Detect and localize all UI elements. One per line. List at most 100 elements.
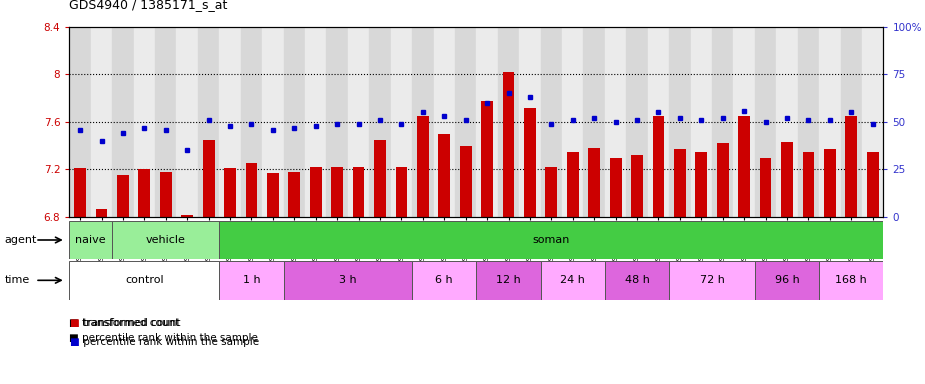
Text: transformed count: transformed count	[80, 318, 181, 328]
Bar	[540, 27, 562, 217]
Bar	[460, 146, 472, 217]
Bar	[498, 27, 519, 217]
Bar	[691, 27, 712, 217]
Bar	[540, 261, 605, 300]
Text: 12 h: 12 h	[496, 275, 521, 285]
Text: time: time	[5, 275, 30, 285]
Bar	[331, 167, 343, 217]
Bar	[327, 27, 348, 217]
Bar	[734, 27, 755, 217]
Bar	[502, 72, 514, 217]
Bar	[712, 27, 734, 217]
Bar	[219, 261, 284, 300]
Bar	[390, 27, 413, 217]
Bar	[155, 27, 177, 217]
Bar	[755, 27, 776, 217]
Bar	[776, 27, 797, 217]
Bar	[797, 27, 820, 217]
Text: ■: ■	[69, 337, 80, 347]
Text: 72 h: 72 h	[699, 275, 724, 285]
Bar	[631, 155, 643, 217]
Bar	[605, 261, 669, 300]
Bar	[562, 27, 584, 217]
Bar	[476, 27, 498, 217]
Bar	[820, 261, 883, 300]
Bar	[284, 261, 413, 300]
Text: 6 h: 6 h	[436, 275, 453, 285]
Bar	[160, 172, 172, 217]
Text: vehicle: vehicle	[146, 235, 186, 245]
Bar	[219, 27, 240, 217]
Bar	[755, 261, 820, 300]
Text: ■ transformed count: ■ transformed count	[69, 318, 179, 328]
Bar	[605, 27, 626, 217]
Bar	[717, 143, 729, 217]
Bar	[112, 27, 133, 217]
Bar	[759, 157, 771, 217]
Bar	[824, 149, 835, 217]
Bar	[348, 27, 369, 217]
Text: naive: naive	[76, 235, 106, 245]
Bar	[803, 152, 814, 217]
Bar	[845, 116, 857, 217]
Bar	[284, 27, 305, 217]
Text: control: control	[125, 275, 164, 285]
Bar	[289, 172, 301, 217]
Bar	[310, 167, 322, 217]
Bar	[567, 152, 579, 217]
Bar	[224, 168, 236, 217]
Text: ■ percentile rank within the sample: ■ percentile rank within the sample	[69, 333, 258, 343]
Bar	[262, 27, 284, 217]
Text: percentile rank within the sample: percentile rank within the sample	[80, 337, 260, 347]
Bar	[69, 221, 112, 259]
Bar	[519, 27, 540, 217]
Bar	[438, 134, 450, 217]
Bar	[267, 173, 278, 217]
Bar	[198, 27, 219, 217]
Bar	[112, 221, 219, 259]
Bar	[481, 101, 493, 217]
Bar	[524, 108, 536, 217]
Bar	[177, 27, 198, 217]
Bar	[352, 167, 364, 217]
Bar	[139, 169, 150, 217]
Bar	[669, 261, 755, 300]
Text: 168 h: 168 h	[835, 275, 867, 285]
Text: 3 h: 3 h	[339, 275, 357, 285]
Bar	[240, 27, 262, 217]
Bar	[95, 209, 107, 217]
Bar	[69, 261, 219, 300]
Bar	[546, 167, 557, 217]
Bar	[867, 152, 879, 217]
Bar	[696, 152, 708, 217]
Bar	[413, 261, 476, 300]
Bar	[219, 221, 883, 259]
Bar	[610, 157, 622, 217]
Bar	[434, 27, 455, 217]
Bar	[648, 27, 669, 217]
Bar	[396, 167, 407, 217]
Bar	[820, 27, 841, 217]
Text: GDS4940 / 1385171_s_at: GDS4940 / 1385171_s_at	[69, 0, 228, 12]
Bar	[669, 27, 691, 217]
Text: soman: soman	[533, 235, 570, 245]
Bar	[476, 261, 540, 300]
Bar	[455, 27, 476, 217]
Bar	[245, 164, 257, 217]
Bar	[133, 27, 155, 217]
Bar	[862, 27, 883, 217]
Bar	[374, 140, 386, 217]
Bar	[652, 116, 664, 217]
Bar	[588, 148, 600, 217]
Bar	[738, 116, 750, 217]
Bar	[305, 27, 327, 217]
Bar	[369, 27, 390, 217]
Bar	[781, 142, 793, 217]
Text: 24 h: 24 h	[561, 275, 586, 285]
Bar	[417, 116, 428, 217]
Bar	[203, 140, 215, 217]
Bar	[413, 27, 434, 217]
Bar	[181, 215, 193, 217]
Bar	[584, 27, 605, 217]
Text: 1 h: 1 h	[242, 275, 260, 285]
